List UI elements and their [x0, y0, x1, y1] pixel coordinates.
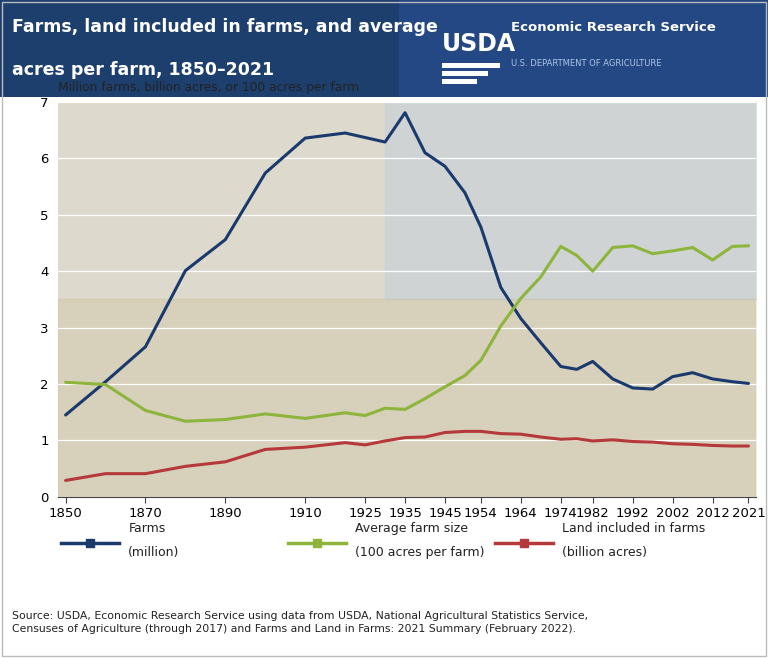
Text: Farms, land included in farms, and average: Farms, land included in farms, and avera…	[12, 18, 438, 36]
Bar	[442, 79, 477, 84]
Text: Land included in farms: Land included in farms	[562, 522, 706, 535]
Bar	[442, 63, 500, 68]
Text: acres per farm, 1850–2021: acres per farm, 1850–2021	[12, 61, 273, 79]
Text: Average farm size: Average farm size	[355, 522, 468, 535]
Text: (million): (million)	[128, 545, 180, 559]
Bar	[399, 0, 768, 97]
Text: Million farms, billion acres, or 100 acres per farm: Million farms, billion acres, or 100 acr…	[58, 81, 359, 94]
Text: USDA: USDA	[442, 32, 516, 56]
Text: Farms: Farms	[128, 522, 166, 535]
Text: Economic Research Service: Economic Research Service	[511, 21, 716, 34]
Text: (billion acres): (billion acres)	[562, 545, 647, 559]
Text: (100 acres per farm): (100 acres per farm)	[355, 545, 485, 559]
Text: U.S. DEPARTMENT OF AGRICULTURE: U.S. DEPARTMENT OF AGRICULTURE	[511, 59, 661, 68]
Text: Source: USDA, Economic Research Service using data from USDA, National Agricultu: Source: USDA, Economic Research Service …	[12, 611, 588, 634]
Bar	[442, 71, 488, 76]
